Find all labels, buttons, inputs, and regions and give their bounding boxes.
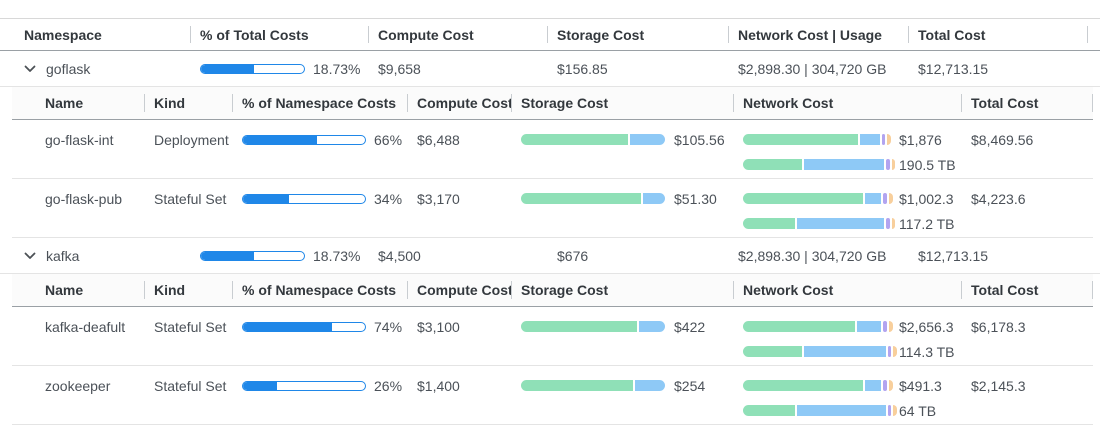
workload-kind: Stateful Set [154,318,227,335]
compute-cost-value: $9,658 [378,60,421,77]
cost-allocation-table: Namespace % of Total Costs Compute Cost … [0,18,1100,425]
workload-kind: Deployment [154,131,229,148]
namespace-row-goflask[interactable]: goflask 18.73% $9,658 $156.85 $2,898.30 … [0,51,1100,87]
namespace-name: kafka [46,247,80,264]
total-cost-value: $4,223.6 [971,190,1026,207]
network-usage-value: 64 TB [899,402,937,419]
compute-cost-value: $1,400 [417,377,460,394]
storage-cost-bar [521,321,666,332]
network-cost-value: $491.3 [899,377,942,394]
col-header-namespace: Namespace [24,26,102,43]
network-cost-bar [743,321,893,332]
col-header-network-cost: Network Cost [733,274,961,306]
storage-cost-value: $105.56 [674,131,725,148]
workload-row-kafka-deafult[interactable]: kafka-deafult Stateful Set 74% $3,100 $4… [12,307,1093,366]
pct-namespace-costs-value: 74% [374,318,403,335]
workload-row-go-flask-pub[interactable]: go-flask-pub Stateful Set 34% $3,170 $51… [12,179,1093,238]
col-header-pct-namespace-costs: % of Namespace Costs [232,87,407,119]
workload-name: zookeeper [45,377,111,394]
storage-cost-value: $51.30 [674,190,717,207]
total-cost-value: $12,713.15 [918,60,989,77]
network-usage-value: 114.3 TB [899,343,955,360]
col-header-kind: Kind [144,274,232,306]
workload-row-zookeeper[interactable]: zookeeper Stateful Set 26% $1,400 $254 $… [12,366,1093,425]
storage-cost-value: $156.85 [557,60,608,77]
pct-total-costs-value: 18.73% [313,247,361,264]
col-header-total-cost: Total Cost [961,87,1093,119]
storage-cost-bar [521,134,666,145]
network-cost-usage-value: $2,898.30 | 304,720 GB [738,247,887,264]
col-header-pct-namespace-costs: % of Namespace Costs [232,274,407,306]
workload-name: go-flask-pub [45,190,123,207]
network-usage-bar [743,405,897,416]
pct-namespace-costs-value: 26% [374,377,403,394]
network-cost-usage-value: $2,898.30 | 304,720 GB [738,60,887,77]
network-cost-bar [743,193,893,204]
workload-name: kafka-deafult [45,318,126,335]
col-header-name: Name [45,282,84,298]
pct-namespace-costs-value: 34% [374,190,403,207]
network-usage-bar [743,159,896,170]
network-cost-bar [743,134,892,145]
total-cost-value: $12,713.15 [918,247,989,264]
storage-cost-bar [521,380,666,391]
col-header-total-cost: Total Cost [961,274,1093,306]
workload-table-kafka: Name Kind % of Namespace Costs Compute C… [12,274,1093,425]
col-header-compute-cost: Compute Cost [407,87,511,119]
chevron-down-icon[interactable] [24,65,36,73]
network-usage-value: 117.2 TB [899,215,955,232]
network-usage-value: 190.5 TB [899,156,956,173]
pct-total-costs-bar [200,250,305,261]
col-header-compute-cost: Compute Cost [407,274,511,306]
col-header-storage-cost: Storage Cost [547,19,728,50]
total-cost-value: $6,178.3 [971,318,1026,335]
network-cost-value: $1,876 [899,131,942,148]
storage-cost-value: $676 [557,247,589,264]
storage-cost-value: $254 [674,377,706,394]
chevron-down-icon[interactable] [24,252,36,260]
workload-table-header: Name Kind % of Namespace Costs Compute C… [12,87,1093,120]
col-header-pct-total-costs: % of Total Costs [190,19,368,50]
col-header-name: Name [45,95,84,111]
pct-namespace-costs-bar [242,134,366,145]
workload-table-goflask: Name Kind % of Namespace Costs Compute C… [12,87,1093,238]
pct-namespace-costs-bar [242,321,366,332]
col-header-network-cost: Network Cost [733,87,961,119]
col-header-kind: Kind [144,87,232,119]
total-cost-value: $2,145.3 [971,377,1026,394]
network-cost-bar [743,380,893,391]
pct-total-costs-value: 18.73% [313,60,361,77]
workload-kind: Stateful Set [154,377,227,394]
compute-cost-value: $3,170 [417,190,460,207]
pct-namespace-costs-bar [242,193,366,204]
pct-namespace-costs-value: 66% [374,131,403,148]
pct-total-costs-bar [200,63,305,74]
compute-cost-value: $4,500 [378,247,421,264]
workload-row-go-flask-int[interactable]: go-flask-int Deployment 66% $6,488 $105.… [12,120,1093,179]
pct-namespace-costs-bar [242,380,366,391]
network-cost-value: $2,656.3 [899,318,954,335]
network-usage-bar [743,346,897,357]
storage-cost-bar [521,193,666,204]
network-usage-bar [743,218,896,229]
compute-cost-value: $6,488 [417,131,460,148]
storage-cost-value: $422 [674,318,706,335]
workload-name: go-flask-int [45,131,114,148]
col-header-storage-cost: Storage Cost [511,274,733,306]
namespace-table-header: Namespace % of Total Costs Compute Cost … [0,18,1100,51]
col-header-network-cost-usage: Network Cost | Usage [728,19,908,50]
namespace-name: goflask [46,60,91,77]
col-header-storage-cost: Storage Cost [511,87,733,119]
compute-cost-value: $3,100 [417,318,460,335]
col-header-total-cost: Total Cost [908,19,1088,50]
network-cost-value: $1,002.3 [899,190,954,207]
namespace-row-kafka[interactable]: kafka 18.73% $4,500 $676 $2,898.30 | 304… [0,238,1100,274]
workload-kind: Stateful Set [154,190,227,207]
col-header-compute-cost: Compute Cost [368,19,547,50]
workload-table-header: Name Kind % of Namespace Costs Compute C… [12,274,1093,307]
total-cost-value: $8,469.56 [971,131,1034,148]
